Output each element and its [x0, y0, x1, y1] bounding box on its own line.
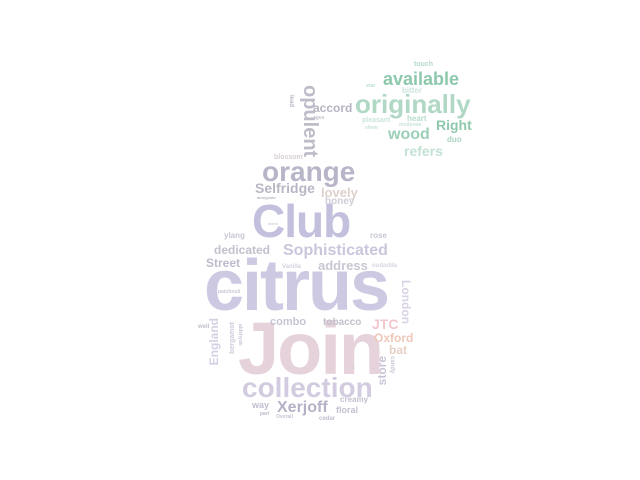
word-patchouli: patchouli — [218, 289, 241, 295]
word-oudadda: oudadda — [372, 263, 397, 269]
word-xerjoff: Xerjoff — [277, 399, 328, 416]
word-accord: accord — [313, 101, 353, 115]
word-dedicated: dedicated — [214, 243, 271, 257]
word-rose: rose — [370, 231, 387, 240]
word-ages: ages — [313, 115, 325, 121]
word-refers: refers — [404, 143, 443, 159]
word-creamy: creamy — [340, 395, 369, 404]
word-bitter: bitter — [402, 86, 422, 95]
word-wood: wood — [388, 126, 430, 143]
word-well: well — [198, 324, 210, 330]
word-candy: candy — [389, 356, 395, 374]
word-address: address — [318, 258, 368, 273]
word-pleasant: pleasant — [362, 117, 391, 124]
word-ylang: ylang — [224, 231, 245, 240]
word-selfridge: Selfridge — [255, 180, 315, 196]
word-overall: Overall — [276, 414, 293, 420]
word-bergamot: bergamot — [229, 322, 236, 354]
word-orange: orange — [262, 156, 356, 187]
word-blossom: blossom — [274, 154, 303, 161]
word-alongside: alongside — [257, 195, 276, 200]
word-oxford: Oxford — [374, 331, 414, 345]
word-citrus: citrus — [204, 246, 390, 326]
word-touch: touch — [414, 61, 434, 68]
word-part: part — [260, 411, 270, 417]
word-aldehyde: aldehyde — [237, 324, 243, 346]
word-opulent: opulent — [299, 85, 321, 158]
word-floral: floral — [336, 405, 359, 415]
word-way: way — [252, 400, 270, 410]
word-cedar: cedar — [319, 416, 336, 422]
word-lead: lead — [288, 95, 294, 108]
word-available: available — [383, 69, 460, 89]
word-tobacco: tobacco — [323, 317, 362, 328]
word-jtc: JTC — [372, 316, 399, 332]
word-london: London — [399, 280, 413, 324]
word-moderate: moderate — [399, 122, 422, 128]
word-join: Join — [238, 307, 384, 390]
word-honey: honey — [325, 196, 355, 207]
word-club: Club — [252, 195, 351, 247]
word-originally: originally — [355, 89, 471, 119]
word-duo: duo — [447, 135, 462, 144]
word-sophisticated: Sophisticated — [283, 242, 388, 259]
word-street: Street — [206, 256, 241, 270]
word-sleek: sleek — [268, 221, 279, 226]
word-store: store — [375, 356, 389, 386]
word-combo: combo — [270, 316, 307, 328]
word-silver: silver — [365, 125, 379, 131]
word-bat: bat — [389, 343, 407, 357]
word-vanilla: Vanilla — [282, 264, 302, 270]
word-england: England — [207, 318, 221, 366]
word-zest: zest — [347, 365, 355, 370]
word-right: Right — [436, 117, 472, 133]
word-collection: collection — [242, 372, 373, 403]
word-lovely: lovely — [321, 185, 358, 200]
word-heart: heart — [407, 114, 427, 123]
word-star: star — [366, 83, 376, 89]
